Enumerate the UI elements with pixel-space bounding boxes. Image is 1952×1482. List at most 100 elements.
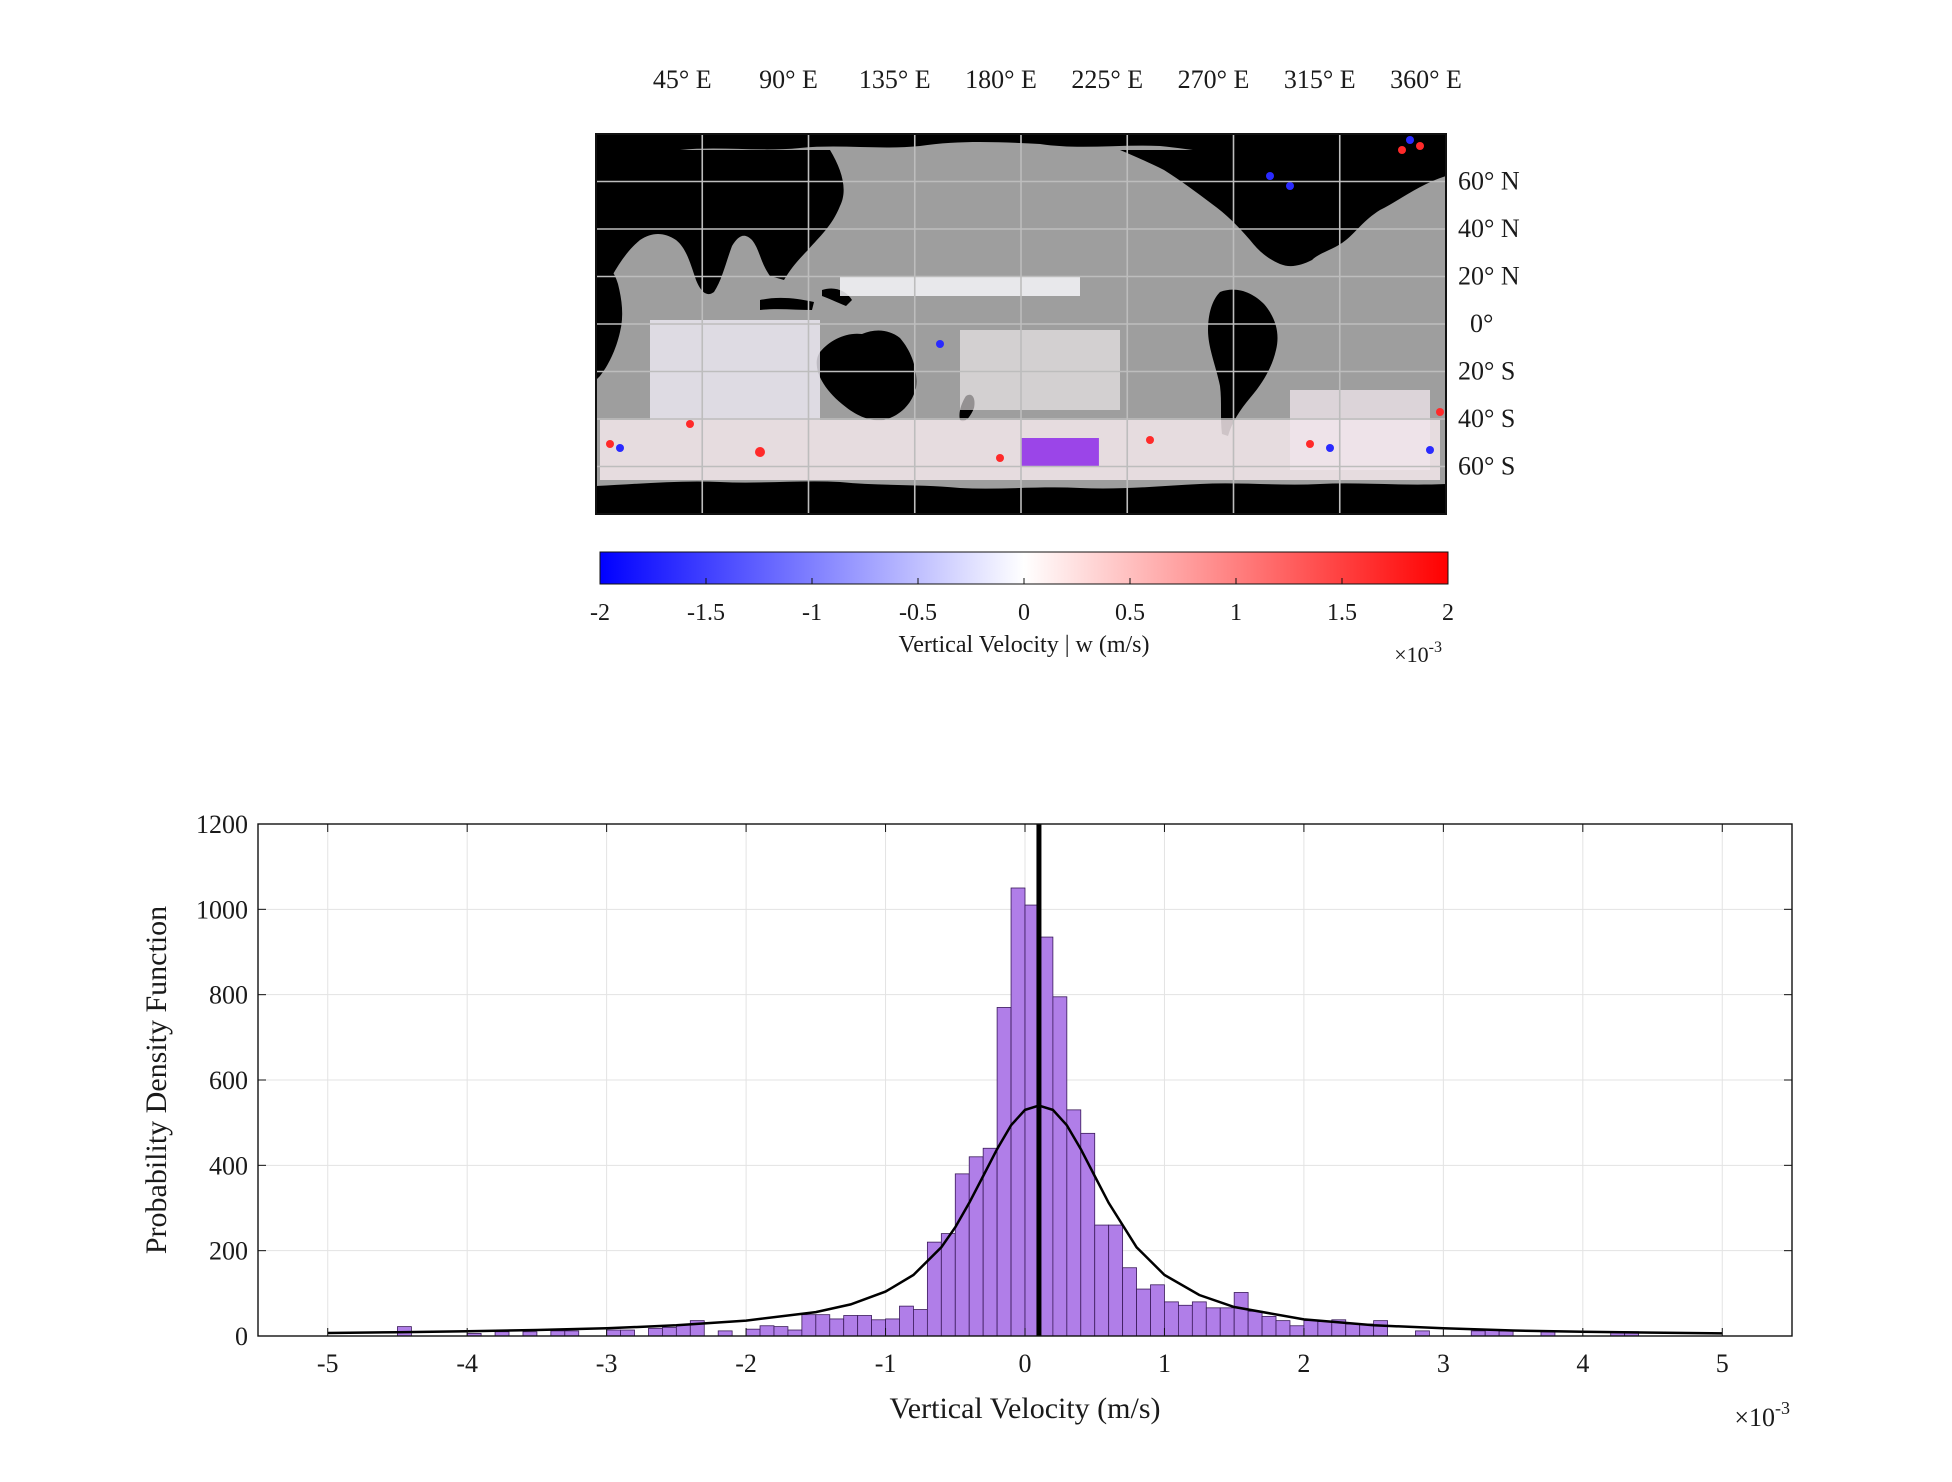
histogram-x-tick-label: -2 [735, 1349, 757, 1378]
map-lat-tick-label: 20° N [1458, 262, 1520, 291]
histogram-x-tick-label: 3 [1437, 1349, 1450, 1378]
land-north-america [1120, 150, 1446, 267]
map-lon-tick-label: 135° E [859, 65, 931, 94]
histogram-bar [787, 1329, 803, 1336]
histogram-bar [1178, 1304, 1193, 1336]
histogram-x-tick-label: 2 [1297, 1349, 1310, 1378]
map-lon-tick-label: 360° E [1390, 65, 1462, 94]
histogram-bar [1108, 1224, 1124, 1336]
histogram-x-multiplier-exp: -3 [1775, 1398, 1790, 1418]
land-indonesia [760, 288, 852, 310]
histogram-bar [1345, 1323, 1361, 1336]
histogram-x-label: Vertical Velocity (m/s) [889, 1392, 1160, 1425]
histogram-bar [1094, 1224, 1110, 1336]
histogram-bar [1219, 1307, 1235, 1336]
map-lat-tick-label: 20° S [1458, 357, 1515, 386]
map-lon-tick-label: 45° E [653, 65, 712, 94]
map-lon-tick-label: 270° E [1178, 65, 1250, 94]
map-lon-labels: 45° E 90° E 135° E 180° E 225° E 270° E 315° E… [653, 65, 1462, 94]
map-lat-tick-label: 0° [1470, 309, 1493, 338]
histogram-bar [564, 1330, 580, 1336]
histogram-bar [1052, 996, 1068, 1336]
histogram-bar [717, 1330, 733, 1336]
colorbar-multiplier: ×10-3 [1394, 639, 1442, 667]
histogram-bar [1261, 1315, 1277, 1336]
histogram-bar [1164, 1301, 1179, 1336]
histogram-bar [1373, 1320, 1388, 1336]
histogram-bar [773, 1326, 789, 1336]
histogram-bar [926, 1241, 942, 1336]
histogram-bar [982, 1147, 998, 1336]
map-panel: 45° E 90° E 135° E 180° E 225° E 270° E 315° E… [595, 65, 1520, 515]
histogram-x-tick-label: 5 [1716, 1349, 1729, 1378]
map-lat-tick-label: 40° S [1458, 404, 1515, 433]
histogram-y-tick-label: 200 [209, 1237, 248, 1266]
histogram-x-tick-label: -5 [317, 1349, 339, 1378]
colorbar-tick-label: -0.5 [899, 600, 937, 626]
histogram-bar [1247, 1310, 1263, 1336]
histogram-y-tick-label: 400 [209, 1151, 248, 1180]
map-grid [596, 134, 1446, 514]
histogram-bar [954, 1173, 970, 1336]
colorbar-tick-label: -1.5 [687, 600, 725, 626]
map-lon-tick-label: 315° E [1284, 65, 1356, 94]
histogram-x-tick-label: -4 [456, 1349, 478, 1378]
colorbar-tick-label: 1.5 [1327, 600, 1357, 626]
histogram-bar [1136, 1288, 1151, 1336]
map-lat-tick-label: 60° N [1458, 167, 1520, 196]
map-data-points [600, 136, 1444, 480]
land-asia [596, 150, 844, 295]
histogram-bar [885, 1318, 900, 1336]
histogram-bar [1150, 1284, 1165, 1336]
histogram-fit-curve [327, 1104, 1723, 1335]
histogram-bar [606, 1329, 621, 1336]
histogram-bar [1205, 1307, 1221, 1336]
colorbar-tick-label: 1 [1230, 600, 1242, 626]
histogram-bar [745, 1328, 761, 1336]
histogram-bar [1470, 1330, 1486, 1336]
land-australia [816, 330, 917, 421]
colorbar-label: Vertical Velocity | w (m/s) [899, 632, 1150, 658]
histogram-x-ticks: -5 -4 -3 -2 -1 0 1 2 3 4 5 [317, 824, 1729, 1378]
points-indian-ocean [650, 320, 820, 420]
points-south-pacific [960, 330, 1120, 410]
colorbar-tick-label: 0 [1018, 600, 1030, 626]
histogram-x-tick-label: 4 [1576, 1349, 1589, 1378]
histogram-x-tick-label: 1 [1158, 1349, 1171, 1378]
histogram-y-tick-label: 600 [209, 1066, 248, 1095]
histogram-bar [996, 1007, 1012, 1336]
histogram-bar [801, 1314, 817, 1336]
map-frame [595, 133, 1447, 515]
points-south-atlantic [1290, 390, 1430, 470]
colorbar: -2 -1.5 -1 -0.5 0 0.5 1 1.5 2 Vertical Velocity … [590, 551, 1454, 667]
histogram-bar [940, 1233, 956, 1336]
histogram-bars [397, 887, 1639, 1336]
histogram-x-tick-label: 0 [1019, 1349, 1032, 1378]
histogram-x-tick-label: -1 [875, 1349, 897, 1378]
histogram-bar [1289, 1325, 1305, 1336]
histogram-bar [1122, 1267, 1137, 1336]
histogram-bar [1191, 1301, 1207, 1336]
histogram-bar [662, 1327, 677, 1336]
map-lat-labels: 60° N 40° N 20° N 0° 20° S 40° S 60° S [1458, 167, 1520, 481]
colorbar-ticks: -2 -1.5 -1 -0.5 0 0.5 1 1.5 2 [590, 578, 1454, 626]
map-lat-tick-label: 40° N [1458, 214, 1520, 243]
histogram-bar [871, 1319, 886, 1336]
histogram-bar [913, 1309, 928, 1336]
histogram-bar [843, 1315, 859, 1336]
histogram-y-tick-label: 0 [235, 1322, 248, 1351]
map-highlight-region [1021, 438, 1099, 467]
histogram-bar [968, 1156, 984, 1336]
colorbar-tick-label: 0.5 [1115, 600, 1145, 626]
colorbar-tick-label: 2 [1442, 600, 1454, 626]
histogram-bar [675, 1324, 691, 1336]
points-tropical-pacific [840, 276, 1080, 296]
histogram-x-tick-label: -3 [596, 1349, 618, 1378]
points-blue-markers [616, 136, 1434, 454]
histogram-bar [1415, 1330, 1430, 1336]
histogram-panel: -5 -4 -3 -2 -1 0 1 2 3 4 5 0 200 400 600 800 1000 1200 V… [140, 810, 1793, 1432]
histogram-bar [759, 1325, 775, 1336]
histogram-bar [899, 1305, 914, 1336]
histogram-bar [815, 1314, 831, 1336]
